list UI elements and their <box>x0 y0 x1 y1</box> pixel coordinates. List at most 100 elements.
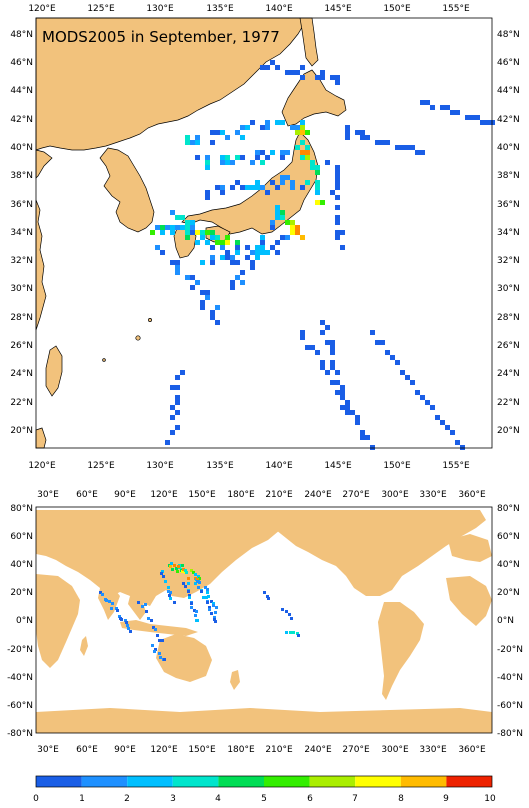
observation-cell <box>300 150 305 155</box>
observation-cell <box>169 565 172 568</box>
observation-cell <box>450 430 455 435</box>
observation-cell <box>171 568 174 571</box>
observation-cell <box>192 571 195 574</box>
observation-cell <box>235 155 240 160</box>
observation-cell <box>315 165 320 170</box>
observation-cell <box>355 130 360 135</box>
observation-cell <box>200 235 205 240</box>
lat-tick-label: 60°N <box>10 532 33 542</box>
observation-cell <box>210 310 215 315</box>
lon-tick-label: 120°E <box>150 745 178 755</box>
observation-cell <box>263 591 266 594</box>
global-observation-cells <box>99 562 300 661</box>
observation-cell <box>370 330 375 335</box>
observation-cell <box>260 160 265 165</box>
observation-cell <box>255 185 260 190</box>
observation-cell <box>255 245 260 250</box>
observation-cell <box>245 125 250 130</box>
observation-cell <box>270 220 275 225</box>
observation-cell <box>185 275 190 280</box>
observation-cell <box>290 617 293 620</box>
map-title: MODS2005 in September, 1977 <box>42 28 280 46</box>
observation-cell <box>280 180 285 185</box>
observation-cell <box>195 610 198 613</box>
indonesia <box>120 620 198 636</box>
observation-cell <box>205 190 210 195</box>
colorbar-swatch <box>218 776 264 787</box>
observation-cell <box>290 185 295 190</box>
antarctica <box>36 708 492 733</box>
lat-tick-label: 20°N <box>10 588 33 598</box>
lon-tick-label: 300°E <box>381 490 409 500</box>
observation-cell <box>190 225 195 230</box>
observation-cell <box>184 569 187 572</box>
observation-cell <box>120 618 123 621</box>
observation-cell <box>193 609 196 612</box>
observation-cell <box>215 320 220 325</box>
observation-cell <box>213 616 216 619</box>
madagascar <box>80 636 88 656</box>
observation-cell <box>177 565 180 568</box>
observation-cell <box>161 639 164 642</box>
lon-tick-label: 240°E <box>304 490 332 500</box>
observation-cell <box>275 210 280 215</box>
observation-cells <box>150 60 495 450</box>
lon-tick-label: 135°E <box>206 4 234 14</box>
observation-cell <box>220 255 225 260</box>
observation-cell <box>225 135 230 140</box>
sakhalin <box>299 17 319 67</box>
observation-cell <box>340 385 345 390</box>
observation-cell <box>170 210 175 215</box>
observation-cell <box>230 285 235 290</box>
observation-cell <box>320 360 325 365</box>
colorbar-swatch <box>446 776 492 787</box>
observation-cell <box>470 115 475 120</box>
observation-cell <box>197 575 200 578</box>
observation-cell <box>205 290 210 295</box>
observation-cell <box>365 435 370 440</box>
observation-cell <box>187 577 190 580</box>
observation-cell <box>127 627 130 630</box>
observation-cell <box>167 590 170 593</box>
lon-tick-label: 155°E <box>442 461 470 471</box>
observation-cell <box>215 185 220 190</box>
lon-tick-label: 360°E <box>458 490 486 500</box>
observation-cell <box>315 170 320 175</box>
observation-cell <box>265 250 270 255</box>
colorbar-swatch <box>172 776 219 787</box>
observation-cell <box>275 215 280 220</box>
observation-cell <box>173 564 176 567</box>
observation-cell <box>205 596 208 599</box>
lat-tick-label: 48°N <box>497 30 520 40</box>
observation-cell <box>340 390 345 395</box>
observation-cell <box>280 215 285 220</box>
observation-cell <box>205 295 210 300</box>
observation-cell <box>170 405 175 410</box>
observation-cell <box>335 165 340 170</box>
observation-cell <box>280 210 285 215</box>
observation-cell <box>300 65 305 70</box>
observation-cell <box>360 430 365 435</box>
observation-cell <box>212 602 215 605</box>
lon-tick-label: 130°E <box>146 4 174 14</box>
observation-cell <box>190 140 195 145</box>
observation-cell <box>345 135 350 140</box>
africa-wrap <box>446 576 492 626</box>
indochina <box>128 596 146 620</box>
observation-cell <box>188 594 191 597</box>
lat-tick-label: 0°N <box>497 616 514 626</box>
lat-tick-label: 30°N <box>10 284 33 294</box>
observation-cell <box>410 380 415 385</box>
observation-cell <box>415 390 420 395</box>
observation-cell <box>245 255 250 260</box>
observation-cell <box>395 360 400 365</box>
observation-cell <box>225 240 230 245</box>
observation-cell <box>330 380 335 385</box>
observation-cell <box>315 200 320 205</box>
observation-cell <box>194 573 197 576</box>
colorbar-swatches <box>36 776 492 787</box>
observation-cell <box>295 225 300 230</box>
observation-cell <box>350 410 355 415</box>
observation-cell <box>455 110 460 115</box>
observation-cell <box>210 260 215 265</box>
